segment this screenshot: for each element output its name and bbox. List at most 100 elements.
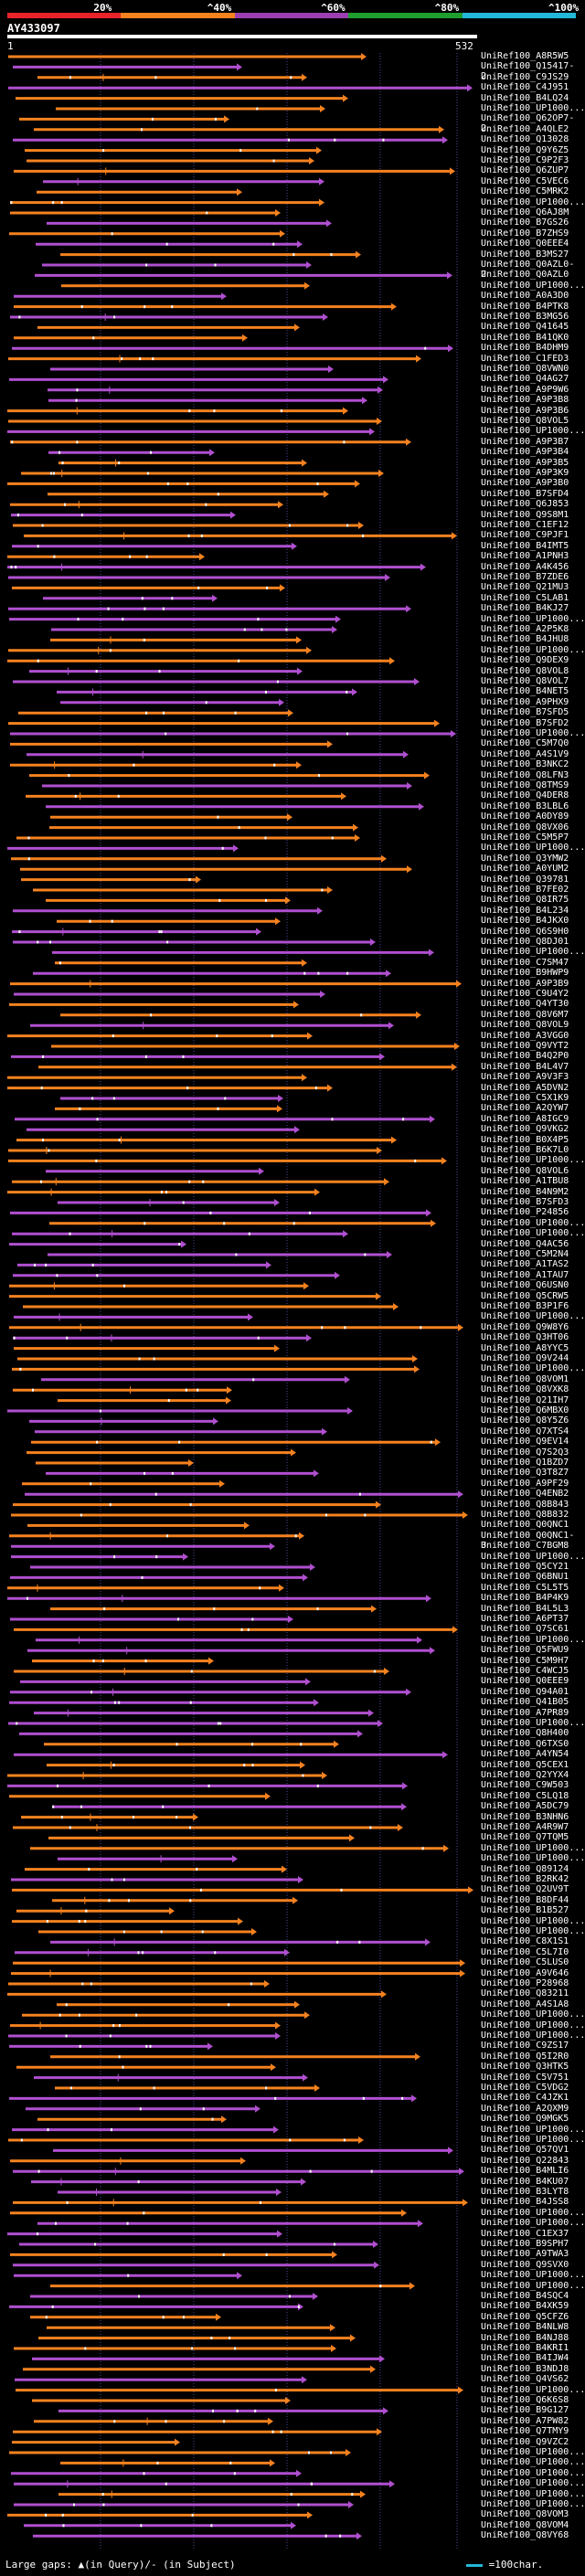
hit-alignment[interactable] xyxy=(10,501,283,509)
hit-alignment[interactable] xyxy=(42,782,412,790)
hit-alignment[interactable] xyxy=(46,1469,319,1478)
hit-label[interactable]: UniRef100_Q5CRW5 xyxy=(481,1290,569,1301)
hit-label[interactable]: UniRef100_UP1000... xyxy=(481,280,585,291)
hit-label[interactable]: UniRef100_B4NET5 xyxy=(481,686,569,697)
hit-label[interactable]: UniRef100_B41QK0 xyxy=(481,332,569,343)
hit-label[interactable]: UniRef100_B7SFD2 xyxy=(481,717,569,728)
hit-alignment[interactable] xyxy=(12,1178,389,1186)
hit-alignment[interactable] xyxy=(55,1105,282,1113)
hit-alignment[interactable] xyxy=(56,105,325,112)
hit-label[interactable]: UniRef100_B4XK59 xyxy=(481,2301,569,2312)
hit-label[interactable]: UniRef100_Q9EV14 xyxy=(481,1436,569,1447)
hit-alignment[interactable] xyxy=(60,1011,421,1019)
hit-label[interactable]: UniRef100_A9P3K9 xyxy=(481,468,569,478)
hit-label[interactable]: UniRef100_B4N9M2 xyxy=(481,1186,569,1197)
hit-alignment[interactable] xyxy=(12,345,453,353)
hit-alignment[interactable] xyxy=(15,1948,290,1956)
hit-alignment[interactable] xyxy=(14,2480,395,2488)
hit-label[interactable]: UniRef100_C9PJF1 xyxy=(481,530,569,541)
hit-label[interactable]: UniRef100_Q0QNC1-3 xyxy=(481,1530,575,1551)
hit-alignment[interactable] xyxy=(38,1928,257,1935)
hit-label[interactable]: UniRef100_Q8Y5Z6 xyxy=(481,1415,569,1426)
hit-label[interactable]: UniRef100_A0DY89 xyxy=(481,811,569,822)
hit-alignment[interactable] xyxy=(48,397,367,405)
hit-alignment[interactable] xyxy=(13,678,420,685)
hit-alignment[interactable] xyxy=(14,1313,253,1321)
hit-label[interactable]: UniRef100_Q8DJ01 xyxy=(481,937,569,947)
hit-alignment[interactable] xyxy=(19,2241,378,2248)
hit-alignment[interactable] xyxy=(50,813,292,822)
hit-label[interactable]: UniRef100_C8X1S1 xyxy=(481,1936,569,1947)
hit-alignment[interactable] xyxy=(11,1542,275,1551)
hit-label[interactable]: UniRef100_Q9VYT2 xyxy=(481,1041,569,1051)
hit-label[interactable]: UniRef100_B7SFD4 xyxy=(481,488,569,499)
hit-label[interactable]: UniRef100_B4DHM9 xyxy=(481,343,569,354)
hit-label[interactable]: UniRef100_B6K7L0 xyxy=(481,1145,569,1155)
hit-label[interactable]: UniRef100_UP1000... xyxy=(481,2467,585,2478)
hit-alignment[interactable] xyxy=(23,2365,376,2373)
hit-label[interactable]: UniRef100_Q8B843 xyxy=(481,1499,569,1510)
hit-label[interactable]: UniRef100_A2QXM9 xyxy=(481,2103,569,2114)
hit-label[interactable]: UniRef100_Q94A01 xyxy=(481,1686,569,1697)
hit-alignment[interactable] xyxy=(27,1521,250,1530)
hit-alignment[interactable] xyxy=(27,157,314,164)
hit-alignment[interactable] xyxy=(26,792,346,800)
hit-alignment[interactable] xyxy=(16,94,348,102)
hit-alignment[interactable] xyxy=(50,636,302,644)
hit-label[interactable]: UniRef100_B4Q2P0 xyxy=(481,1051,569,1062)
hit-label[interactable]: UniRef100_UP1000... xyxy=(481,2478,585,2489)
hit-label[interactable]: UniRef100_A9P9W6 xyxy=(481,384,569,395)
hit-alignment[interactable] xyxy=(14,1668,389,1675)
hit-alignment[interactable] xyxy=(32,2397,291,2404)
hit-alignment[interactable] xyxy=(15,1115,435,1123)
hit-alignment[interactable] xyxy=(10,740,333,748)
hit-alignment[interactable] xyxy=(9,2449,351,2456)
hit-label[interactable]: UniRef100_B8DF44 xyxy=(481,1894,569,1905)
hit-alignment[interactable] xyxy=(14,302,397,311)
hit-label[interactable]: UniRef100_C5L7I0 xyxy=(481,1946,569,1957)
hit-label[interactable]: UniRef100_Q5I2R0 xyxy=(481,2051,569,2062)
hit-label[interactable]: UniRef100_C9ZS17 xyxy=(481,2041,569,2051)
hit-alignment[interactable] xyxy=(10,1616,293,1623)
hit-alignment[interactable] xyxy=(58,2490,366,2498)
hit-alignment[interactable] xyxy=(11,2469,302,2477)
hit-label[interactable]: UniRef100_A1TBU8 xyxy=(481,1176,569,1187)
hit-alignment[interactable] xyxy=(53,2147,453,2155)
hit-alignment[interactable] xyxy=(32,1657,214,1665)
hit-alignment[interactable] xyxy=(22,1479,225,1488)
hit-label[interactable]: UniRef100_A9P3B5 xyxy=(481,457,569,468)
hit-label[interactable]: UniRef100_Q3HTK5 xyxy=(481,2062,569,2072)
hit-label[interactable]: UniRef100_A8R5W5 xyxy=(481,51,569,61)
hit-label[interactable]: UniRef100_Q83211 xyxy=(481,1988,569,1999)
hit-label[interactable]: UniRef100_Q62OP7-2 xyxy=(481,113,575,134)
hit-label[interactable]: UniRef100_Q21MU3 xyxy=(481,582,569,593)
hit-label[interactable]: UniRef100_Q8IR75 xyxy=(481,895,569,906)
hit-label[interactable]: UniRef100_UP1000... xyxy=(481,1915,585,1926)
hit-label[interactable]: UniRef100_UP1000... xyxy=(481,1634,585,1645)
hit-alignment[interactable] xyxy=(51,1043,460,1050)
hit-label[interactable]: UniRef100_C4J951 xyxy=(481,82,569,93)
hit-alignment[interactable] xyxy=(35,271,452,280)
hit-alignment[interactable] xyxy=(50,1938,431,1946)
hit-label[interactable]: UniRef100_A4S1A8 xyxy=(481,1998,569,2009)
hit-alignment[interactable] xyxy=(11,854,387,863)
hit-alignment[interactable] xyxy=(30,2293,318,2300)
hit-label[interactable]: UniRef100_A7PW82 xyxy=(481,2415,569,2426)
hit-label[interactable]: UniRef100_B3NKC2 xyxy=(481,759,569,770)
hit-alignment[interactable] xyxy=(10,1688,411,1696)
hit-label[interactable]: UniRef100_C5VEC6 xyxy=(481,175,569,186)
hit-alignment[interactable] xyxy=(50,2052,420,2061)
hit-alignment[interactable] xyxy=(55,959,307,967)
hit-label[interactable]: UniRef100_C9W503 xyxy=(481,1780,569,1791)
hit-alignment[interactable] xyxy=(10,730,456,737)
hit-label[interactable]: UniRef100_Q6USN0 xyxy=(481,1280,569,1291)
hit-alignment[interactable] xyxy=(9,1792,271,1800)
hit-alignment[interactable] xyxy=(30,1564,315,1571)
hit-alignment[interactable] xyxy=(8,1720,383,1727)
hit-alignment[interactable] xyxy=(14,2501,354,2508)
hit-alignment[interactable] xyxy=(10,2209,407,2217)
hit-label[interactable]: UniRef100_Q0QNC1 xyxy=(481,1520,569,1531)
hit-alignment[interactable] xyxy=(12,2438,180,2446)
hit-label[interactable]: UniRef100_Q8VOL6 xyxy=(481,1165,569,1176)
hit-label[interactable]: UniRef100_A2QYW7 xyxy=(481,1103,569,1114)
